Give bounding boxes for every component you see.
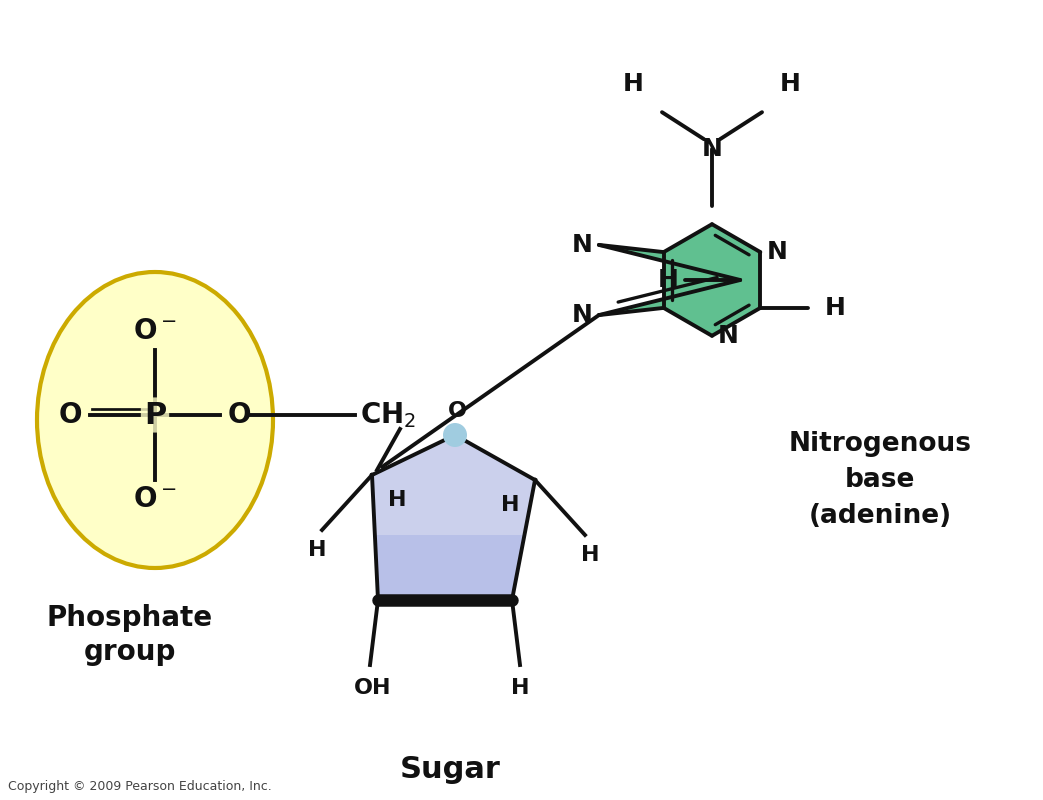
- Text: H: H: [824, 296, 845, 320]
- Polygon shape: [372, 435, 535, 600]
- Text: N: N: [572, 303, 592, 327]
- Text: H: H: [511, 678, 529, 698]
- Polygon shape: [599, 245, 741, 315]
- Text: H: H: [657, 268, 678, 292]
- Text: O: O: [447, 401, 466, 421]
- Text: N: N: [767, 240, 787, 264]
- Text: Phosphate
group: Phosphate group: [47, 604, 213, 666]
- Text: H: H: [581, 545, 600, 565]
- Text: N: N: [702, 138, 723, 162]
- Text: Nitrogenous
base
(adenine): Nitrogenous base (adenine): [789, 431, 971, 529]
- Text: O: O: [228, 401, 251, 429]
- Text: Copyright © 2009 Pearson Education, Inc.: Copyright © 2009 Pearson Education, Inc.: [8, 780, 272, 793]
- Polygon shape: [663, 224, 760, 336]
- Text: H: H: [308, 540, 326, 560]
- Text: N: N: [572, 233, 592, 257]
- Polygon shape: [372, 435, 535, 535]
- Text: H: H: [388, 490, 407, 510]
- Text: H: H: [780, 72, 801, 96]
- Text: O: O: [58, 401, 82, 429]
- Ellipse shape: [37, 272, 273, 568]
- Text: O$^-$: O$^-$: [134, 317, 177, 345]
- Text: OH: OH: [355, 678, 392, 698]
- Text: N: N: [718, 324, 738, 348]
- Text: Sugar: Sugar: [399, 755, 501, 785]
- Text: CH$_2$: CH$_2$: [360, 400, 416, 430]
- Text: H: H: [623, 72, 644, 96]
- Circle shape: [443, 423, 467, 447]
- Text: H: H: [501, 495, 519, 515]
- Text: P: P: [144, 401, 166, 430]
- Text: O$^-$: O$^-$: [134, 485, 177, 513]
